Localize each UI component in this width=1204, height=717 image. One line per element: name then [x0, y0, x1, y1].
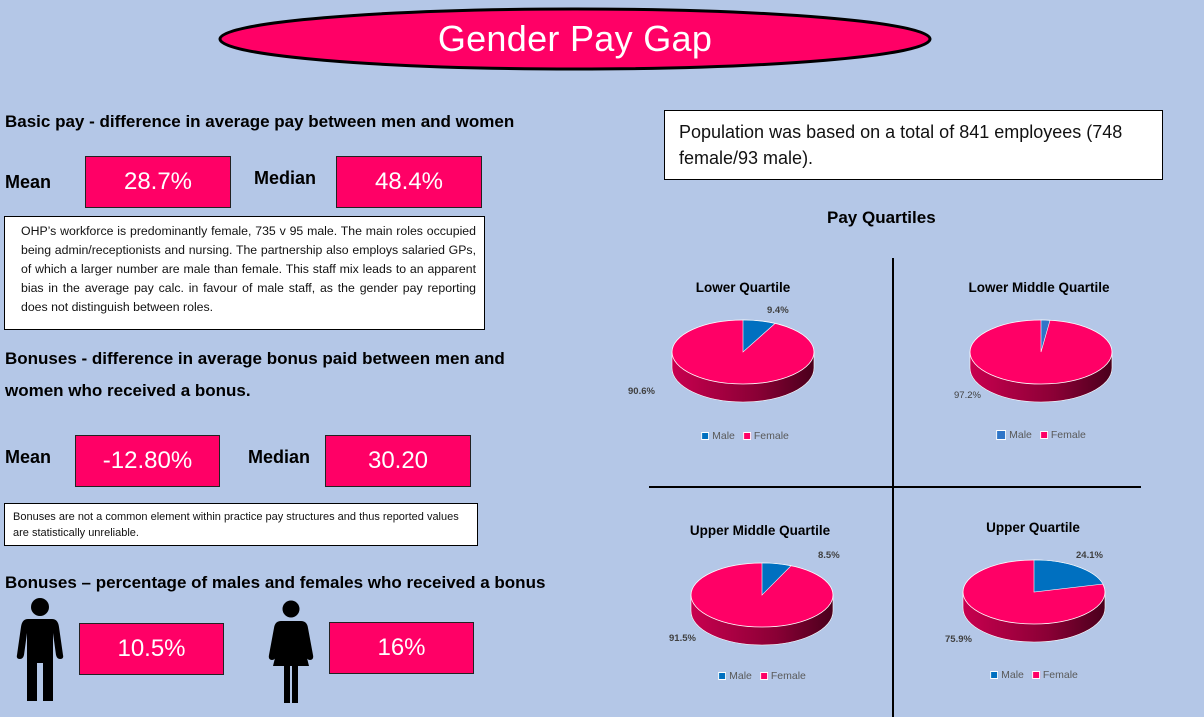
male-pct-label: 24.1%: [1076, 550, 1103, 561]
legend-male: Male: [996, 429, 1032, 441]
chart-legend: Male Female: [701, 430, 789, 442]
male-pct-label: 8.5%: [818, 550, 840, 561]
female-swatch-icon: [742, 432, 751, 440]
male-pct-label: 9.4%: [767, 305, 789, 316]
female-pct-label: 75.9%: [945, 634, 972, 645]
legend-male-label: Male: [729, 670, 752, 682]
legend-male: Male: [990, 669, 1024, 681]
legend-male-label: Male: [712, 430, 735, 442]
female-pct-label: 97.2%: [954, 390, 981, 401]
chart-title: Lower Middle Quartile: [968, 280, 1110, 295]
pie-chart: [690, 562, 834, 646]
chart-legend: Male Female: [990, 669, 1078, 681]
male-bonus-pct-value: 10.5%: [79, 623, 224, 675]
chart-title: Upper Middle Quartile: [689, 523, 831, 538]
bonus-median-value: 30.20: [325, 435, 471, 487]
legend-male: Male: [718, 670, 752, 682]
legend-female: Female: [1031, 669, 1078, 681]
female-swatch-icon: [1031, 671, 1040, 679]
pie-chart: [671, 319, 815, 403]
bonus-mean-label: Mean: [5, 447, 52, 467]
bonus-pct-heading: Bonuses – percentage of males and female…: [5, 573, 546, 592]
basic-pay-note: OHP’s workforce is predominantly female,…: [4, 216, 485, 330]
bonus-note: Bonuses are not a common element within …: [4, 503, 478, 546]
male-swatch-icon: [701, 432, 710, 440]
chart-legend: Male Female: [996, 429, 1086, 441]
title-banner-ellipse: [218, 7, 932, 71]
basic-pay-mean-label: Mean: [5, 172, 52, 192]
quadrant-divider-horizontal: [649, 486, 1141, 488]
legend-male-label: Male: [1001, 669, 1024, 681]
pie-chart: [969, 319, 1113, 403]
legend-female: Female: [742, 430, 789, 442]
basic-pay-median-value: 48.4%: [336, 156, 482, 208]
legend-female-label: Female: [1050, 429, 1086, 441]
legend-female: Female: [1039, 429, 1086, 441]
basic-pay-heading: Basic pay - difference in average pay be…: [5, 112, 515, 131]
legend-female-label: Female: [753, 430, 789, 442]
legend-female-label: Female: [770, 670, 806, 682]
bonus-median-label: Median: [248, 447, 311, 467]
female-pct-label: 90.6%: [628, 386, 655, 397]
female-bonus-pct-value: 16%: [329, 622, 474, 674]
male-person-icon: [16, 598, 64, 701]
male-swatch-icon: [990, 671, 999, 679]
female-swatch-icon: [1039, 431, 1048, 439]
legend-male: Male: [701, 430, 735, 442]
male-swatch-icon: [996, 430, 1007, 440]
legend-female-label: Female: [1042, 669, 1078, 681]
bonus-diff-heading-line1: Bonuses - difference in average bonus pa…: [5, 349, 505, 368]
male-swatch-icon: [718, 672, 727, 680]
page-title: Gender Pay Gap: [437, 18, 713, 59]
pay-quartiles-title: Pay Quartiles: [827, 208, 936, 227]
chart-title: Lower Quartile: [695, 280, 791, 295]
female-person-icon: [268, 600, 314, 703]
bonus-mean-value: -12.80%: [75, 435, 220, 487]
bonus-diff-heading-line2: women who received a bonus.: [5, 381, 251, 400]
female-pct-label: 91.5%: [669, 633, 696, 644]
legend-male-label: Male: [1009, 429, 1032, 441]
legend-female: Female: [759, 670, 806, 682]
chart-title: Upper Quartile: [986, 520, 1080, 535]
population-note: Population was based on a total of 841 e…: [664, 110, 1163, 180]
basic-pay-mean-value: 28.7%: [85, 156, 231, 208]
female-swatch-icon: [759, 672, 768, 680]
basic-pay-median-label: Median: [254, 168, 317, 188]
chart-legend: Male Female: [718, 670, 806, 682]
pie-chart: [962, 559, 1106, 643]
